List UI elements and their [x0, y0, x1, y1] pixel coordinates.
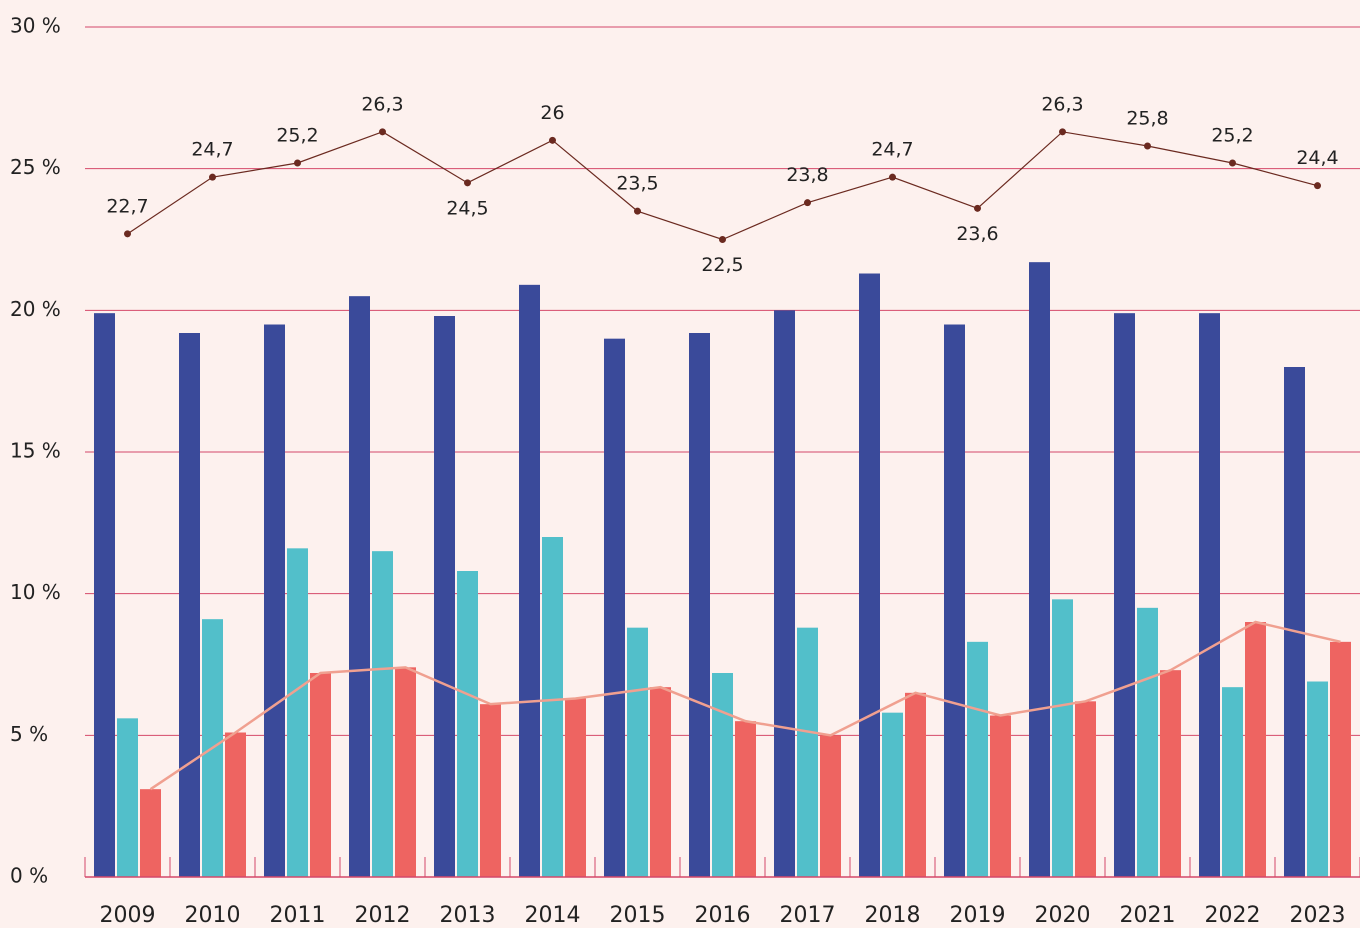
data-label: 23,6: [956, 223, 998, 245]
line-point: [974, 204, 981, 212]
data-label: 26: [540, 102, 564, 124]
line-point: [719, 236, 726, 243]
x-tick-label: 2018: [865, 903, 921, 928]
data-label: 26,3: [1041, 93, 1083, 115]
bar: [1330, 641, 1351, 877]
bar: [1245, 622, 1266, 877]
bar: [689, 333, 710, 877]
data-label: 26,3: [361, 93, 403, 115]
bar: [565, 698, 586, 877]
data-label: 24,4: [1296, 147, 1338, 169]
x-tick-label: 2010: [185, 903, 241, 928]
bar: [179, 333, 200, 877]
bar: [1052, 599, 1073, 877]
bar: [774, 310, 795, 877]
bar: [94, 313, 115, 878]
data-label: 22,5: [701, 254, 743, 276]
bar: [797, 627, 818, 877]
bar: [264, 324, 285, 877]
bar: [480, 704, 501, 877]
line-point: [889, 173, 896, 181]
bar: [859, 273, 880, 877]
bar: [944, 324, 965, 877]
bar: [1199, 313, 1220, 878]
bar: [117, 718, 138, 877]
line-point: [1229, 159, 1236, 167]
line-point: [634, 207, 641, 215]
y-tick-label: 25 %: [10, 155, 61, 179]
x-tick-label: 2021: [1120, 903, 1176, 928]
line-point: [1314, 182, 1321, 190]
bar: [650, 687, 671, 877]
y-tick-label: 0 %: [10, 864, 48, 888]
bar: [627, 627, 648, 877]
line-point: [1144, 142, 1151, 150]
data-label: 23,8: [786, 164, 828, 186]
data-label: 25,2: [1211, 125, 1253, 147]
line-point: [294, 159, 301, 167]
y-tick-label: 5 %: [10, 722, 48, 746]
line-point: [1059, 128, 1066, 136]
y-tick-label: 30 %: [10, 14, 61, 38]
bar: [1222, 687, 1243, 877]
bar: [349, 296, 370, 878]
bar: [1307, 681, 1328, 877]
data-label: 24,5: [446, 197, 488, 219]
bar: [882, 712, 903, 877]
data-label: 23,5: [616, 173, 658, 195]
x-tick-label: 2011: [270, 903, 326, 928]
bar: [604, 338, 625, 878]
x-tick-label: 2019: [950, 903, 1006, 928]
bar: [310, 673, 331, 877]
data-label: 24,7: [191, 139, 233, 161]
data-label: 25,8: [1126, 108, 1168, 130]
bar: [735, 721, 756, 877]
bar: [820, 735, 841, 877]
bar: [287, 548, 308, 877]
bar: [395, 667, 416, 877]
bar: [519, 284, 540, 877]
y-tick-label: 15 %: [10, 439, 61, 463]
line-point: [209, 173, 216, 181]
bar: [712, 673, 733, 877]
data-label: 25,2: [276, 125, 318, 147]
x-tick-label: 2012: [355, 903, 411, 928]
y-tick-label: 20 %: [10, 297, 61, 321]
bar: [1029, 262, 1050, 878]
line-point: [804, 199, 811, 207]
x-tick-label: 2023: [1290, 903, 1346, 928]
x-tick-label: 2022: [1205, 903, 1261, 928]
bar: [457, 571, 478, 877]
bar: [1160, 670, 1181, 877]
x-tick-label: 2020: [1035, 903, 1091, 928]
bar: [1284, 367, 1305, 877]
y-tick-label: 10 %: [10, 580, 61, 604]
data-label: 22,7: [106, 195, 148, 217]
line-point: [464, 179, 471, 187]
trend-line: [149, 620, 1341, 791]
data-label: 24,7: [871, 139, 913, 161]
bar: [542, 537, 563, 877]
x-tick-label: 2017: [780, 903, 836, 928]
bar: [434, 316, 455, 877]
line-point: [549, 136, 556, 144]
bar: [967, 641, 988, 877]
bar: [1114, 313, 1135, 878]
bar: [990, 715, 1011, 877]
bar: [225, 732, 246, 877]
x-tick-label: 2015: [610, 903, 666, 928]
line-point: [124, 230, 131, 238]
x-tick-label: 2014: [525, 903, 581, 928]
line-point: [379, 128, 386, 136]
bar: [140, 789, 161, 877]
bar: [1137, 607, 1158, 877]
x-tick-label: 2016: [695, 903, 751, 928]
x-tick-label: 2009: [100, 903, 156, 928]
bar: [372, 551, 393, 877]
x-tick-label: 2013: [440, 903, 496, 928]
bar: [1075, 701, 1096, 877]
bar: [905, 692, 926, 877]
